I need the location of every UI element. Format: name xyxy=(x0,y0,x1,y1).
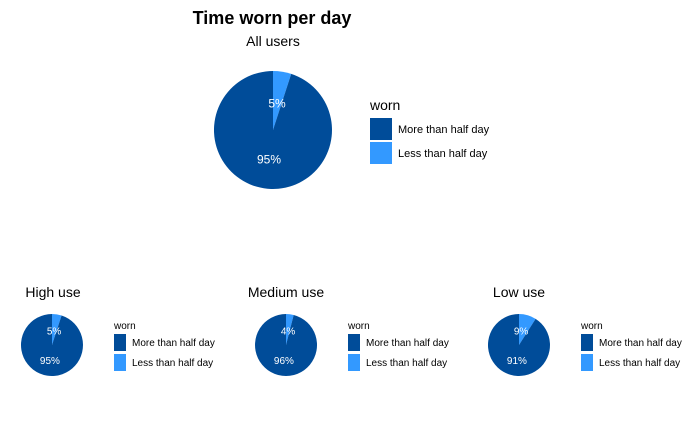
figure-title: Time worn per day xyxy=(193,8,352,28)
pie-panel-high-use: High use 5% 95% worn More than half day Less … xyxy=(20,284,215,376)
slice-label-less-than-half-day: 9% xyxy=(514,327,529,338)
legend-title: worn xyxy=(369,97,400,113)
legend-key-more-than-half-day xyxy=(581,334,593,351)
slice-label-more-than-half-day: 91% xyxy=(507,356,527,367)
legend-key-more-than-half-day xyxy=(370,118,392,140)
slice-label-more-than-half-day: 96% xyxy=(274,356,294,367)
pie-panel-medium-use: Medium use 4% 96% worn More than half day Les… xyxy=(248,284,449,376)
legend-key-less-than-half-day xyxy=(348,354,360,371)
legend-label-less-than-half-day: Less than half day xyxy=(599,358,680,369)
slice-label-less-than-half-day: 5% xyxy=(268,97,286,111)
legend-key-more-than-half-day xyxy=(348,334,360,351)
panel-subtitle: Low use xyxy=(493,284,545,300)
slice-label-more-than-half-day: 95% xyxy=(40,356,60,367)
pie-slice-more-than-half-day xyxy=(487,313,550,376)
pie-slice-more-than-half-day xyxy=(20,314,83,376)
legend-title: worn xyxy=(113,321,136,332)
legend-label-more-than-half-day: More than half day xyxy=(599,338,682,349)
legend-label-more-than-half-day: More than half day xyxy=(398,124,490,136)
legend: worn More than half day Less than half day xyxy=(580,321,682,371)
panel-subtitle: Medium use xyxy=(248,284,324,300)
legend-label-less-than-half-day: Less than half day xyxy=(398,148,488,160)
slice-label-less-than-half-day: 5% xyxy=(47,327,62,338)
pie-slice-less-than-half-day xyxy=(519,314,536,345)
legend-key-less-than-half-day xyxy=(114,354,126,371)
pie-slice-less-than-half-day xyxy=(286,314,294,345)
slice-label-more-than-half-day: 95% xyxy=(257,153,281,167)
panel-subtitle: All users xyxy=(246,33,300,49)
legend-label-more-than-half-day: More than half day xyxy=(366,338,449,349)
legend-label-less-than-half-day: Less than half day xyxy=(132,358,213,369)
slice-label-less-than-half-day: 4% xyxy=(281,327,296,338)
panel-subtitle: High use xyxy=(25,284,80,300)
legend-key-more-than-half-day xyxy=(114,334,126,351)
pie-slice-less-than-half-day xyxy=(52,314,62,345)
pie-slice-more-than-half-day xyxy=(255,314,318,376)
legend-label-more-than-half-day: More than half day xyxy=(132,338,215,349)
legend-title: worn xyxy=(347,321,370,332)
legend-key-less-than-half-day xyxy=(581,354,593,371)
legend: worn More than half day Less than half day xyxy=(347,321,449,371)
legend-title: worn xyxy=(580,321,603,332)
pie-slice-more-than-half-day xyxy=(213,70,332,189)
pie-slice-less-than-half-day xyxy=(273,71,292,130)
legend-label-less-than-half-day: Less than half day xyxy=(366,358,447,369)
pie-panel-all-users: All users 5% 95% worn More than half day Less… xyxy=(213,33,490,189)
legend-key-less-than-half-day xyxy=(370,142,392,164)
pie-panel-low-use: Low use 9% 91% worn More than half day Less t… xyxy=(487,284,682,376)
legend: worn More than half day Less than half day xyxy=(369,97,490,164)
legend: worn More than half day Less than half day xyxy=(113,321,215,371)
